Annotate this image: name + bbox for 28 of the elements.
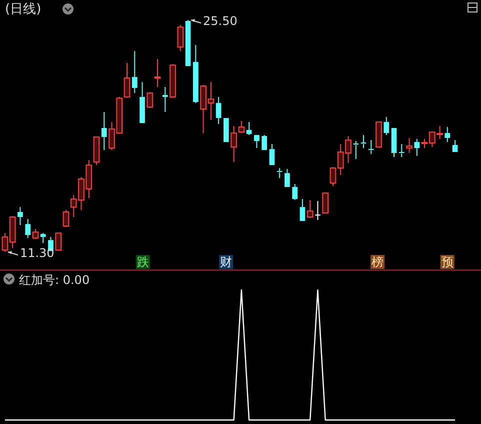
candlestick [101,111,107,151]
candlestick [132,50,138,94]
text: 跌 [136,255,149,269]
candlestick [193,44,198,104]
candlestick [230,126,237,162]
candlestick [292,184,298,201]
text: 预 [441,255,454,269]
candlestick [398,144,404,158]
candlestick [40,232,46,244]
annotation: 11.30 [20,246,54,260]
candlestick [18,206,23,226]
chart-title: (日线) [5,2,42,17]
candlestick [406,137,412,154]
candlestick [246,121,252,136]
text: 财 [220,255,232,269]
text: 榜 [372,255,384,269]
candlestick [154,58,161,88]
candlestick [414,138,420,156]
candlestick [162,86,168,112]
candlestick [25,218,31,238]
candlestick [216,96,222,125]
chart-title: 红加号: 0.00 [19,273,90,287]
candlestick [368,140,374,154]
candlestick [444,126,450,143]
candlestick [315,200,320,220]
annotation: 25.50 [203,14,238,28]
candlestick [384,116,390,136]
candlestick [360,134,366,149]
